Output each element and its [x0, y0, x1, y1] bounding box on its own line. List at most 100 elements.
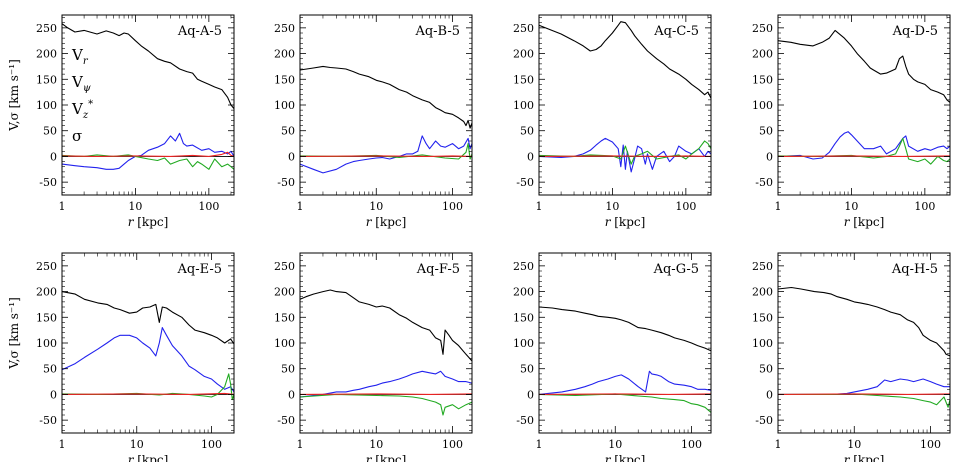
series-vz-line: [299, 155, 473, 157]
x-tick-label: 100: [442, 438, 463, 451]
y-tick-label: 200: [274, 286, 295, 299]
x-axis-label-unit: [kpc]: [133, 215, 168, 229]
x-tick-label: 10: [605, 200, 619, 213]
series-sig-line: [61, 23, 235, 109]
x-tick-label: 10: [369, 438, 383, 451]
y-tick-label: -50: [277, 414, 295, 427]
series-vr-line: [538, 393, 712, 413]
legend-symbol: V: [71, 46, 84, 64]
x-axis-label-var: r: [128, 453, 135, 462]
x-axis-label: r [kpc]: [366, 453, 407, 462]
x-tick-label: 100: [201, 438, 222, 451]
y-tick-label: 0: [50, 150, 57, 163]
legend-entry-vz: Vz*: [71, 99, 93, 121]
y-tick-label: 150: [752, 311, 773, 324]
x-tick-label: 1: [775, 438, 782, 451]
y-tick-label: 50: [43, 363, 57, 376]
x-tick-label: 1: [297, 438, 304, 451]
plot-frame: [299, 252, 473, 434]
x-axis-label: r [kpc]: [844, 453, 885, 462]
y-tick-label: 200: [36, 286, 57, 299]
series-vz-line: [538, 155, 712, 157]
y-tick-label: 150: [36, 73, 57, 86]
x-axis-label-var: r: [844, 215, 851, 229]
y-tick-label: 50: [520, 125, 534, 138]
x-tick-label: 1: [59, 438, 66, 451]
panel-1: -50 0 50 100 150 200 250 1 10 100 r [kpc] Aq-A-5 V,σ…: [7, 14, 235, 229]
x-tick-label: 10: [847, 438, 861, 451]
panel-3: -50 0 50 100 150 200 250 1 10 100 r [kpc] Aq-C-5: [513, 14, 712, 229]
y-tick-label: 50: [281, 125, 295, 138]
plot-frame: [299, 14, 473, 196]
plot-frame: [61, 252, 235, 434]
panel-title: Aq-B-5: [414, 24, 460, 39]
x-tick-label: 10: [844, 200, 858, 213]
y-tick-label: 250: [274, 260, 295, 273]
series-vpsi-line: [299, 135, 473, 174]
x-tick-label: 1: [775, 200, 782, 213]
y-tick-label: 100: [513, 337, 534, 350]
series-vz-line: [61, 392, 235, 395]
y-tick-label: 250: [274, 22, 295, 35]
series-sig-line: [538, 306, 712, 352]
panel-title: Aq-D-5: [892, 24, 938, 39]
x-tick-label: 100: [675, 200, 696, 213]
legend-entry-vr: Vr: [71, 46, 89, 67]
y-tick-label: 200: [36, 48, 57, 61]
y-tick-label: 150: [752, 73, 773, 86]
y-tick-label: 0: [766, 150, 773, 163]
x-axis-label: r [kpc]: [844, 215, 885, 229]
y-tick-label: 50: [759, 125, 773, 138]
x-axis-label-var: r: [605, 453, 612, 462]
x-tick-label: 100: [914, 200, 935, 213]
panel-title: Aq-F-5: [416, 262, 460, 277]
series-sig-line: [299, 289, 473, 362]
y-tick-label: -50: [39, 176, 57, 189]
y-tick-label: 250: [513, 260, 534, 273]
y-tick-label: -50: [39, 414, 57, 427]
legend-superscript: *: [88, 99, 93, 110]
series-vz-line: [777, 393, 951, 395]
x-axis-label: r [kpc]: [605, 215, 646, 229]
series-vz-line: [61, 151, 235, 157]
y-tick-label: 100: [752, 99, 773, 112]
x-axis-label-unit: [kpc]: [849, 453, 884, 462]
panel-title: Aq-C-5: [653, 24, 699, 39]
x-axis-label: r [kpc]: [128, 453, 169, 462]
x-tick-label: 10: [369, 200, 383, 213]
series-vpsi-line: [61, 132, 235, 170]
legend-subscript: ψ: [83, 83, 91, 94]
y-tick-label: 100: [752, 337, 773, 350]
panel-2: -50 0 50 100 150 200 250 1 10 100 r [kpc] Aq-B-5: [274, 14, 473, 229]
x-tick-label: 10: [608, 438, 622, 451]
legend-subscript: r: [83, 56, 89, 67]
x-tick-label: 1: [59, 200, 66, 213]
y-tick-label: 100: [36, 337, 57, 350]
y-tick-label: 0: [288, 388, 295, 401]
y-tick-label: 50: [43, 125, 57, 138]
series-sig-line: [777, 286, 951, 357]
y-tick-label: 150: [36, 311, 57, 324]
panel-4: -50 0 50 100 150 200 250 1 10 100 r [kpc] Aq-D-5: [752, 14, 951, 229]
series-vpsi-line: [777, 131, 951, 160]
x-axis-label-var: r: [844, 453, 851, 462]
y-tick-label: 200: [274, 48, 295, 61]
y-tick-label: 0: [527, 150, 534, 163]
x-axis-label-unit: [kpc]: [371, 215, 406, 229]
series-vpsi-line: [538, 370, 712, 395]
x-axis-label-var: r: [366, 215, 373, 229]
x-tick-label: 1: [536, 438, 543, 451]
x-tick-label: 100: [442, 200, 463, 213]
series-vr-line: [299, 393, 473, 416]
x-axis-label-var: r: [605, 215, 612, 229]
y-tick-label: 250: [513, 22, 534, 35]
y-tick-label: 200: [752, 286, 773, 299]
x-tick-label: 10: [128, 200, 142, 213]
x-tick-label: 1: [297, 200, 304, 213]
series-vpsi-line: [538, 137, 712, 173]
y-tick-label: 250: [36, 22, 57, 35]
y-tick-label: 150: [274, 311, 295, 324]
legend-entry-vpsi: Vψ: [71, 73, 91, 94]
y-tick-label: 100: [513, 99, 534, 112]
panel-6: -50 0 50 100 150 200 250 1 10 100 r [kpc] Aq-F-5: [274, 252, 473, 462]
